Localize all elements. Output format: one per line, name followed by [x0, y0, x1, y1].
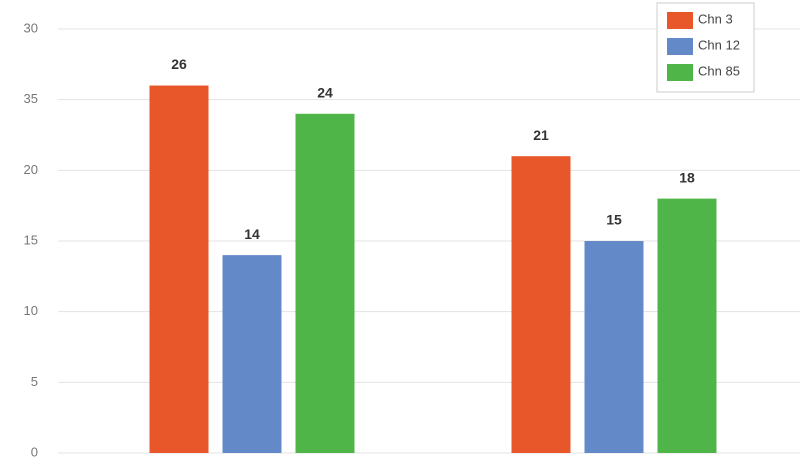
legend-label: Chn 85 [698, 63, 740, 78]
y-tick-label: 5 [31, 374, 38, 389]
bar [584, 241, 644, 453]
bar [295, 113, 355, 454]
data-label: 21 [533, 127, 549, 143]
y-tick-label: 30 [24, 20, 38, 35]
legend-swatch [667, 38, 693, 55]
data-label: 14 [244, 226, 260, 242]
legend-swatch [667, 64, 693, 81]
y-tick-label: 15 [24, 232, 38, 247]
legend-label: Chn 3 [698, 11, 733, 26]
bar [222, 255, 282, 453]
data-label: 15 [606, 212, 622, 228]
data-label: 18 [679, 169, 695, 185]
data-label: 24 [317, 85, 333, 101]
y-tick-label: 10 [24, 303, 38, 318]
bar [511, 156, 571, 453]
legend-swatch [667, 12, 693, 29]
y-tick-label: 35 [24, 91, 38, 106]
y-tick-label: 20 [24, 162, 38, 177]
y-tick-label: 0 [31, 444, 38, 457]
bar [149, 85, 209, 454]
data-label: 26 [171, 56, 187, 72]
bar [657, 198, 717, 453]
legend-label: Chn 12 [698, 37, 740, 52]
